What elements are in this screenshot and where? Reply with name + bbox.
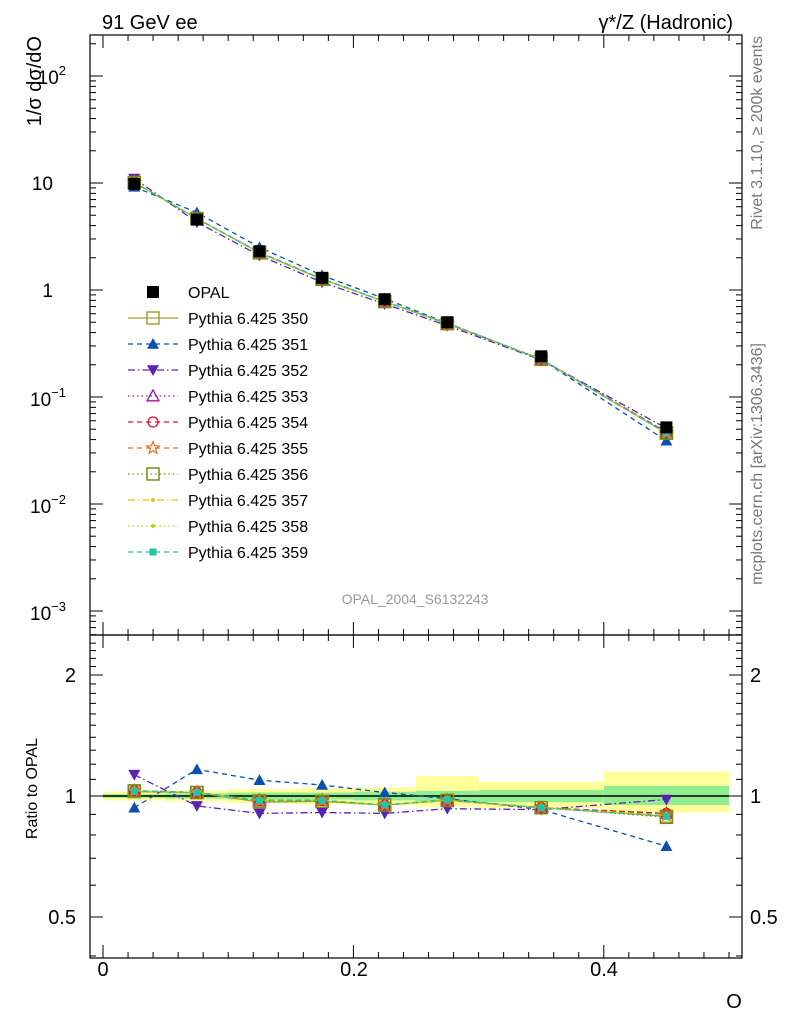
data-point-opal (660, 421, 673, 434)
legend-marker-pythia-6-425-357 (151, 498, 155, 502)
data-point-opal (253, 245, 266, 258)
ratio-point-pythia-6-425-359 (381, 801, 389, 809)
legend-label-pythia-6-425-358: Pythia 6.425 358 (188, 519, 308, 536)
legend-item-pythia-6-425-359: Pythia 6.425 359 (128, 545, 308, 562)
ratio-tick-right-05: 0.5 (750, 907, 778, 929)
legend-item-pythia-6-425-350: Pythia 6.425 350 (128, 311, 308, 328)
legend-marker-pythia-6-425-352 (147, 365, 159, 376)
legend-marker-pythia-6-425-350 (146, 311, 160, 325)
y-tick-e-2: 102 (38, 63, 66, 89)
rivet-label: Rivet 3.1.10, ≥ 200k events (749, 36, 766, 230)
ratio-series-pythia-6-425-359 (130, 787, 670, 820)
ratio-point-pythia-6-425-355 (439, 792, 456, 808)
main-ylabel: 1/σ dσ/dO (24, 36, 46, 126)
header-left: 91 GeV ee (102, 12, 198, 34)
ratio-point-pythia-6-425-359 (193, 789, 201, 797)
y-tick-e-m2: 10−2 (30, 492, 66, 518)
x-axis-title: O (726, 991, 742, 1013)
ratio-point-pythia-6-425-351 (128, 801, 141, 813)
legend-item-pythia-6-425-357: Pythia 6.425 357 (128, 493, 308, 510)
ratio-point-pythia-6-425-359 (662, 812, 670, 820)
y-tick-e-m3: 10−3 (30, 599, 66, 625)
legend-label-pythia-6-425-356: Pythia 6.425 356 (188, 467, 308, 484)
legend-label-pythia-6-425-355: Pythia 6.425 355 (188, 441, 308, 458)
legend-marker-pythia-6-425-353 (145, 388, 161, 402)
data-point-opal (535, 350, 548, 363)
ratio-point-pythia-6-425-352 (253, 808, 266, 820)
ratio-tick-right-1: 1 (750, 786, 761, 808)
legend-item-pythia-6-425-353: Pythia 6.425 353 (128, 388, 308, 406)
ratio-point-pythia-6-425-359 (256, 796, 263, 804)
series-line-pythia-6-425-359 (133, 181, 667, 434)
mcplots-label: mcplots.cern.ch [arXiv:1306.3436] (749, 343, 766, 585)
x-tick-02: 0.2 (340, 959, 368, 981)
legend-marker-pythia-6-425-355 (145, 439, 161, 455)
legend-item-pythia-6-425-355: Pythia 6.425 355 (128, 439, 308, 458)
header-right: γ*/Z (Hadronic) (599, 12, 733, 34)
y-tick-e-m1: 10−1 (30, 385, 66, 411)
ratio-tick-left-05: 0.5 (48, 907, 76, 929)
y-tick-one: 1 (42, 281, 53, 302)
ratio-tick-right-2: 2 (750, 665, 761, 687)
legend-marker-pythia-6-425-359 (149, 548, 157, 556)
legend-item-opal: OPAL (147, 285, 230, 302)
data-point-opal (190, 213, 203, 226)
ratio-point-pythia-6-425-352 (660, 794, 673, 806)
ratio-point-pythia-6-425-359 (537, 804, 545, 812)
legend-item-pythia-6-425-352: Pythia 6.425 352 (128, 363, 308, 380)
ratio-point-pythia-6-425-359 (318, 796, 326, 804)
data-point-opal (128, 177, 141, 190)
legend-item-pythia-6-425-354: Pythia 6.425 354 (128, 415, 308, 432)
ratio-point-pythia-6-425-359 (443, 796, 451, 804)
legend-marker-pythia-6-425-356 (146, 467, 160, 481)
legend-marker-pythia-6-425-351 (147, 338, 159, 349)
x-tick-04: 0.4 (590, 959, 618, 981)
ratio-point-pythia-6-425-352 (128, 769, 141, 781)
series-opal (128, 177, 673, 434)
legend-label-pythia-6-425-354: Pythia 6.425 354 (188, 415, 308, 432)
legend-item-pythia-6-425-351: Pythia 6.425 351 (128, 337, 308, 354)
ratio-point-pythia-6-425-351 (316, 779, 329, 790)
data-point-pythia-6-425-351 (660, 434, 673, 446)
ratio-line-pythia-6-425-351 (133, 768, 667, 847)
legend-label-pythia-6-425-352: Pythia 6.425 352 (188, 363, 308, 380)
legend-label-pythia-6-425-351: Pythia 6.425 351 (188, 337, 308, 354)
ratio-tick-left-1: 1 (65, 786, 76, 808)
ratio-line-pythia-6-425-359 (134, 790, 667, 817)
legend-label-pythia-6-425-353: Pythia 6.425 353 (188, 389, 308, 406)
ratio-point-pythia-6-425-351 (378, 786, 391, 798)
data-point-opal (378, 293, 391, 306)
ratio-tick-left-2: 2 (65, 665, 76, 687)
y-tick-ten: 10 (32, 174, 53, 195)
series-line-pythia-6-425-358 (133, 181, 667, 434)
legend-item-pythia-6-425-358: Pythia 6.425 358 (128, 519, 308, 536)
analysis-watermark: OPAL_2004_S6132243 (342, 591, 489, 607)
ratio-point-pythia-6-425-356 (659, 810, 674, 825)
ratio-point-pythia-6-425-351 (253, 774, 266, 785)
legend-marker-pythia-6-425-358 (151, 524, 155, 528)
ratio-point-pythia-6-425-351 (190, 763, 203, 775)
chart-marks: OPAL Pythia 6.425 350 Pythia 6.425 351 Pyth… (89, 34, 743, 959)
legend-label-opal: OPAL (188, 285, 230, 302)
data-point-opal (316, 271, 329, 284)
ratio-point-pythia-6-425-352 (316, 807, 329, 819)
legend: OPAL Pythia 6.425 350 Pythia 6.425 351 Pyth… (128, 285, 308, 562)
legend-marker-opal (147, 286, 159, 298)
ratio-point-pythia-6-425-352 (190, 801, 203, 812)
legend-label-pythia-6-425-357: Pythia 6.425 357 (188, 493, 308, 510)
legend-item-pythia-6-425-356: Pythia 6.425 356 (128, 467, 308, 484)
legend-marker-pythia-6-425-354 (147, 416, 159, 428)
legend-label-pythia-6-425-359: Pythia 6.425 359 (188, 545, 308, 562)
ratio-point-pythia-6-425-351 (660, 840, 673, 852)
series-line-pythia-6-425-352 (133, 178, 667, 429)
x-tick-0: 0 (97, 959, 108, 981)
ratio-point-pythia-6-425-359 (130, 787, 138, 795)
data-point-opal (441, 316, 454, 329)
ratio-ylabel: Ratio to OPAL (24, 738, 41, 839)
legend-label-pythia-6-425-350: Pythia 6.425 350 (188, 311, 308, 328)
